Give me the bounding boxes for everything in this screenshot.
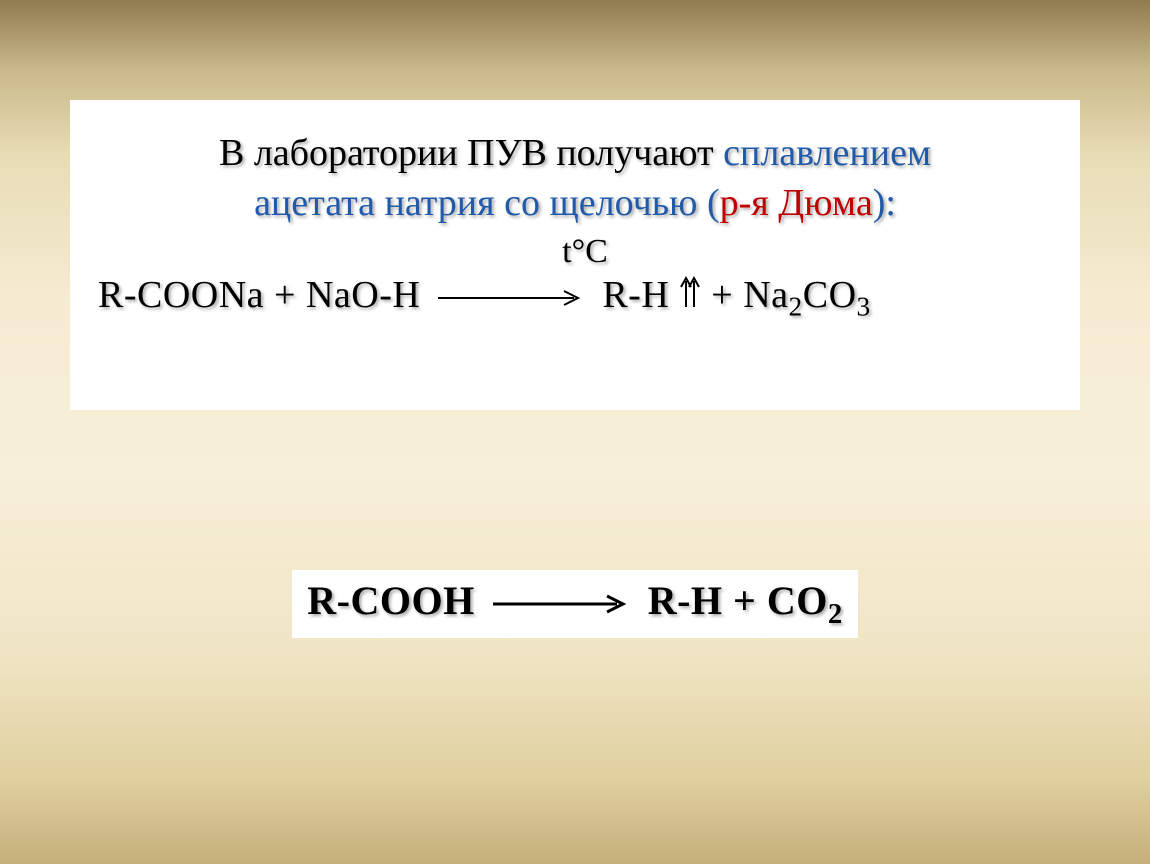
eq2-rhs: R-H + CO bbox=[648, 578, 828, 623]
text-segment: В лаборатории ПУВ получают bbox=[219, 132, 723, 174]
reaction-arrow-icon bbox=[491, 578, 631, 625]
temperature-label: t°C bbox=[118, 233, 1052, 271]
eq1-sub: 3 bbox=[857, 292, 871, 322]
intro-line-2: ацетата натрия со щелочью (р-я Дюма): bbox=[98, 180, 1052, 228]
gas-evolution-icon bbox=[679, 275, 701, 319]
reaction-equation-2: R-COOH R-H + CO2 bbox=[307, 577, 842, 631]
text-segment: ( bbox=[707, 182, 720, 224]
text-segment: сплавлением bbox=[723, 132, 931, 174]
secondary-equation-panel: R-COOH R-H + CO2 bbox=[292, 570, 858, 638]
eq1-sub: 2 bbox=[789, 292, 803, 322]
text-segment: ): bbox=[873, 182, 896, 224]
eq1-lhs: R-COONa + NaO-H bbox=[98, 274, 420, 316]
reaction-equation-1: R-COONa + NaO-H R-H + Na2CO3 bbox=[98, 273, 1052, 322]
eq1-rhs-plus-na: + Na bbox=[711, 274, 788, 316]
reaction-arrow-icon bbox=[436, 274, 586, 318]
eq2-sub: 2 bbox=[828, 598, 843, 630]
eq1-rhs-product: R-H bbox=[602, 274, 669, 316]
intro-line-1: В лаборатории ПУВ получают сплавлением bbox=[98, 130, 1052, 178]
text-segment: р-я Дюма bbox=[720, 182, 873, 224]
main-text-panel: В лаборатории ПУВ получают сплавлением а… bbox=[70, 100, 1080, 410]
eq1-rhs-co: CO bbox=[803, 274, 857, 316]
eq2-lhs: R-COOH bbox=[307, 578, 474, 623]
text-segment: ацетата натрия со щелочью bbox=[254, 182, 707, 224]
